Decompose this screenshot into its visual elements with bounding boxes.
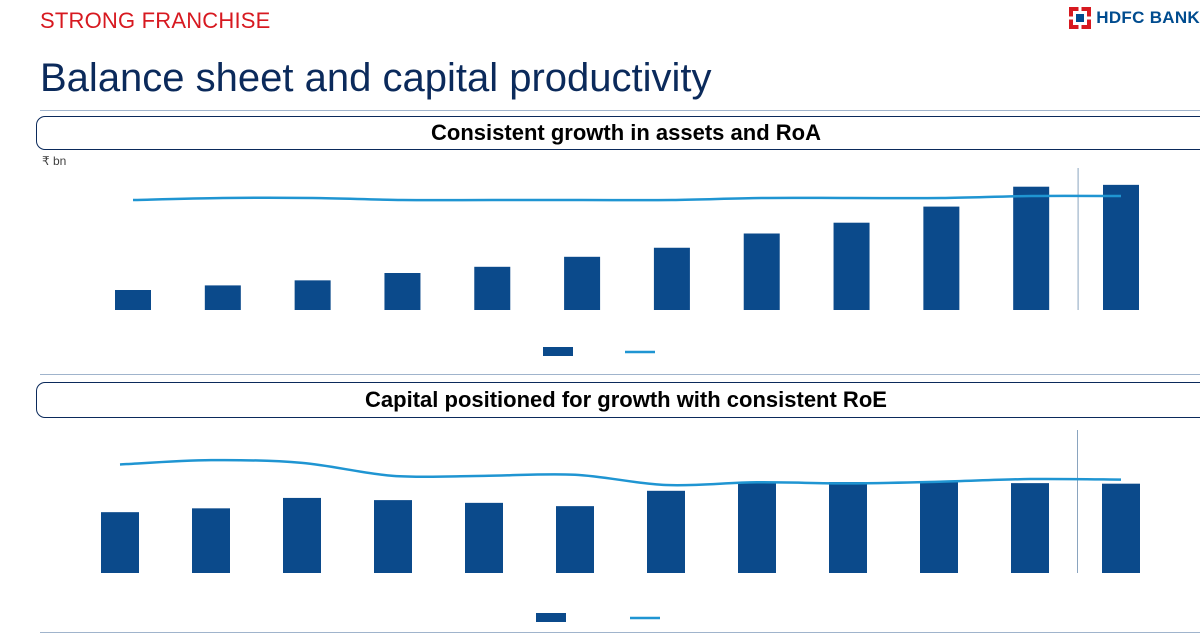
assets-roa-chart: ₹ bn: [42, 154, 1139, 356]
footer-divider: [40, 632, 1200, 633]
assets-bar: [1103, 184, 1139, 310]
assets-bar: [743, 233, 780, 310]
section-kicker: STRONG FRANCHISE: [40, 8, 271, 33]
assets-bar: [923, 206, 960, 310]
hdfc-logo-icon: [1069, 7, 1092, 29]
cet1-bar: [192, 508, 230, 573]
cet1-bar: [1102, 483, 1140, 573]
chart2-title: Capital positioned for growth with consi…: [36, 382, 1200, 418]
assets-bar: [1013, 186, 1050, 310]
cet1-bar: [1011, 483, 1049, 573]
assets-bar: [564, 256, 601, 310]
assets-bar: [833, 222, 870, 310]
cet1-bar: [829, 482, 867, 573]
legend-bar-swatch: [536, 613, 566, 622]
page-title: Balance sheet and capital productivity: [40, 56, 712, 100]
assets-bar: [294, 280, 331, 310]
cet1-bar: [920, 482, 958, 573]
roe-line: [119, 458, 1122, 487]
assets-bar: [115, 290, 151, 310]
roa-line: [132, 194, 1122, 202]
cet1-bar: [283, 497, 321, 573]
logo-text: HDFC BANK: [1096, 8, 1200, 27]
assets-bar: [384, 273, 421, 310]
chart1-title: Consistent growth in assets and RoA: [36, 116, 1200, 150]
cet1-bar: [374, 500, 412, 573]
chart1-unit-label: ₹ bn: [42, 154, 66, 168]
assets-bar: [653, 247, 690, 310]
hdfc-logo: HDFC BANK: [1069, 6, 1200, 30]
cet1-roe-chart: [101, 430, 1140, 622]
cet1-bar: [738, 482, 776, 573]
legend-bar-swatch: [543, 347, 573, 356]
title-divider: [40, 110, 1200, 111]
cet1-bar: [465, 502, 503, 573]
section-divider: [40, 374, 1200, 375]
assets-bar: [204, 285, 241, 310]
assets-bar: [474, 266, 511, 310]
cet1-bar: [556, 506, 594, 573]
cet1-bar: [647, 490, 685, 573]
cet1-bar: [101, 512, 139, 573]
